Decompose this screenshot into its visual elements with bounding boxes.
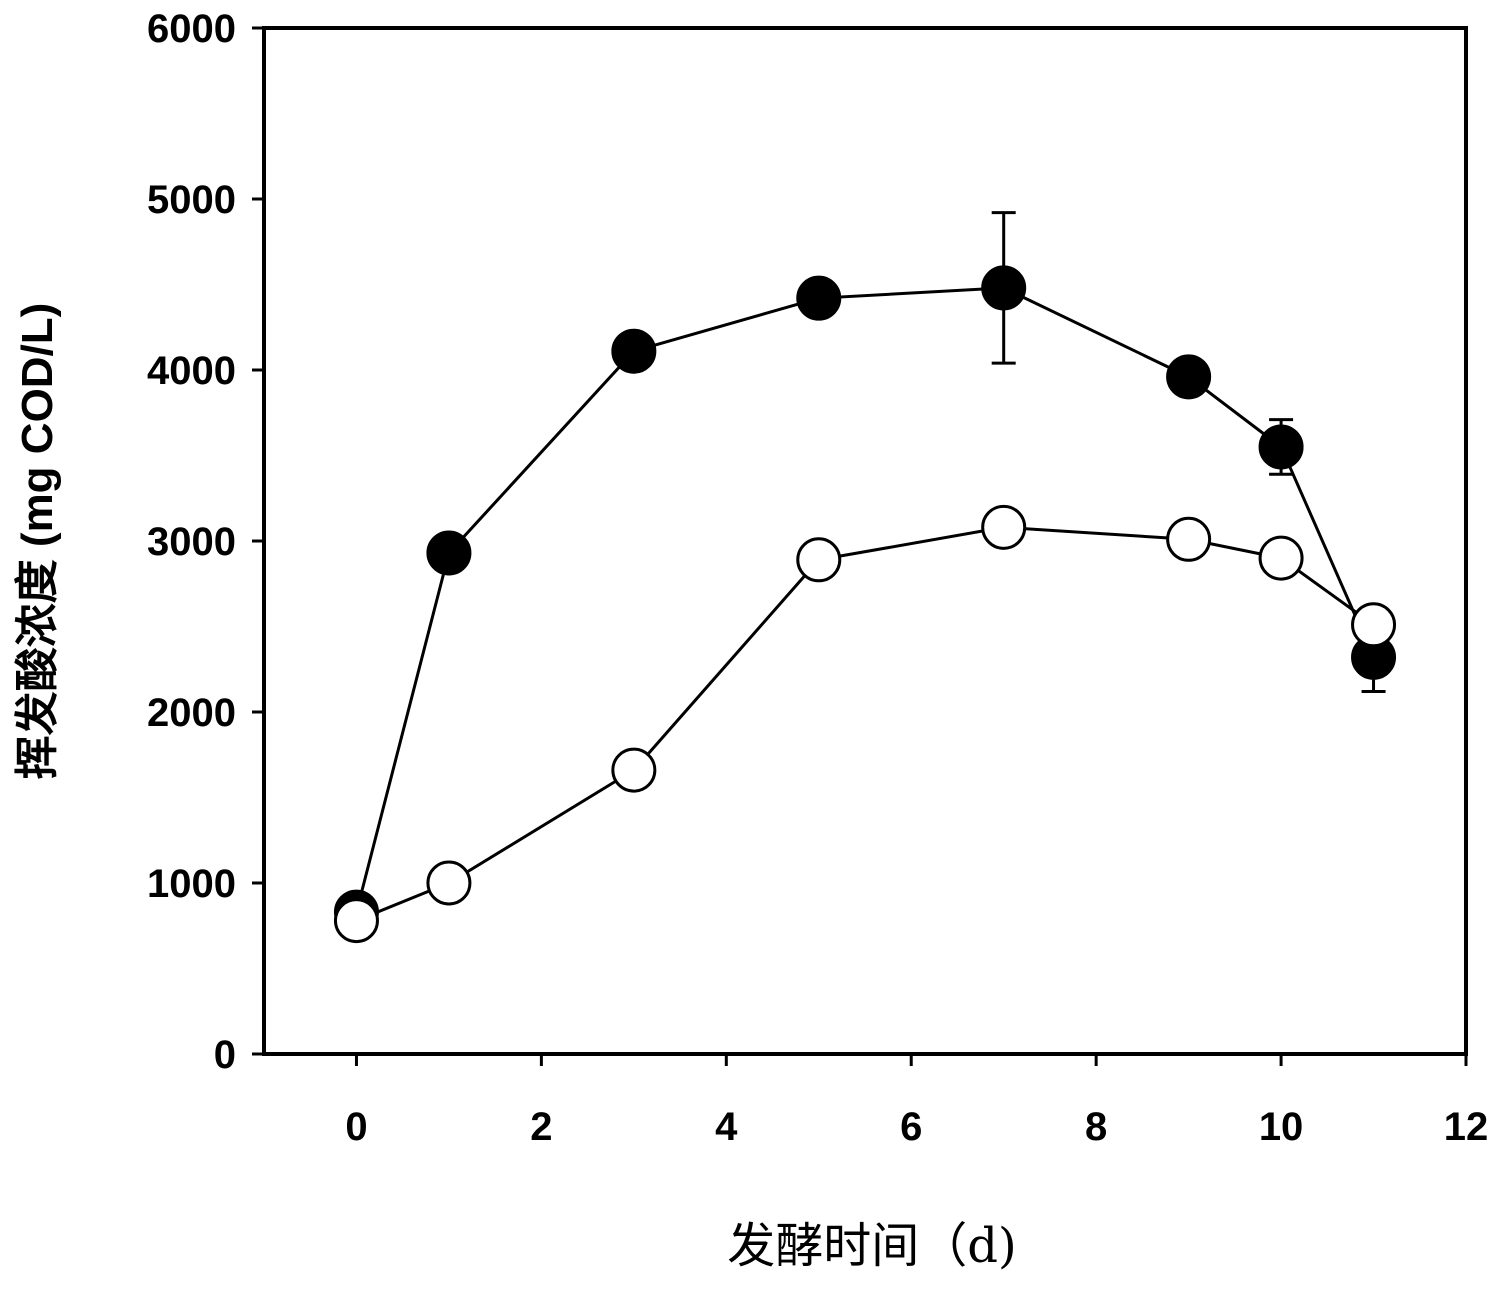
data-point-open	[796, 537, 842, 583]
x-tick-label: 0	[345, 1105, 367, 1149]
y-tick-label: 3000	[147, 520, 236, 564]
y-tick-label: 4000	[147, 349, 236, 393]
y-tick-label: 1000	[147, 862, 236, 906]
x-tick-label: 6	[900, 1105, 922, 1149]
y-axis-title: 挥发酸浓度 (mg COD/L)	[13, 303, 62, 780]
data-point-open	[426, 860, 472, 906]
data-point-open	[1351, 602, 1397, 648]
y-tick-label: 6000	[147, 7, 236, 51]
data-point-filled	[1166, 354, 1212, 400]
x-axis-title: 发酵时间（d)	[727, 1218, 1016, 1274]
x-tick-label: 12	[1444, 1105, 1489, 1149]
y-tick-label: 2000	[147, 691, 236, 735]
x-tick-label: 8	[1085, 1105, 1107, 1149]
data-point-open	[333, 898, 379, 944]
x-tick-label: 2	[530, 1105, 552, 1149]
series-line	[355, 525, 1375, 923]
x-tick-label: 10	[1259, 1105, 1304, 1149]
data-point-open	[1166, 516, 1212, 562]
data-point-filled	[1258, 424, 1304, 470]
data-point-open	[611, 747, 657, 793]
series-layer	[333, 211, 1397, 944]
y-tick-label: 0	[214, 1033, 236, 1077]
series-line	[355, 286, 1375, 913]
ticks-layer: 0 1000 2000 3000 4000 5000 6000 0 2 4 6 8 10 12	[147, 7, 1488, 1149]
data-point-open	[981, 504, 1027, 550]
data-point-open	[1258, 535, 1304, 581]
data-point-filled	[611, 328, 657, 374]
data-point-filled	[426, 530, 472, 576]
data-point-filled	[981, 265, 1027, 311]
data-point-filled	[796, 275, 842, 321]
x-tick-label: 4	[715, 1105, 738, 1149]
y-tick-label: 5000	[147, 178, 236, 222]
